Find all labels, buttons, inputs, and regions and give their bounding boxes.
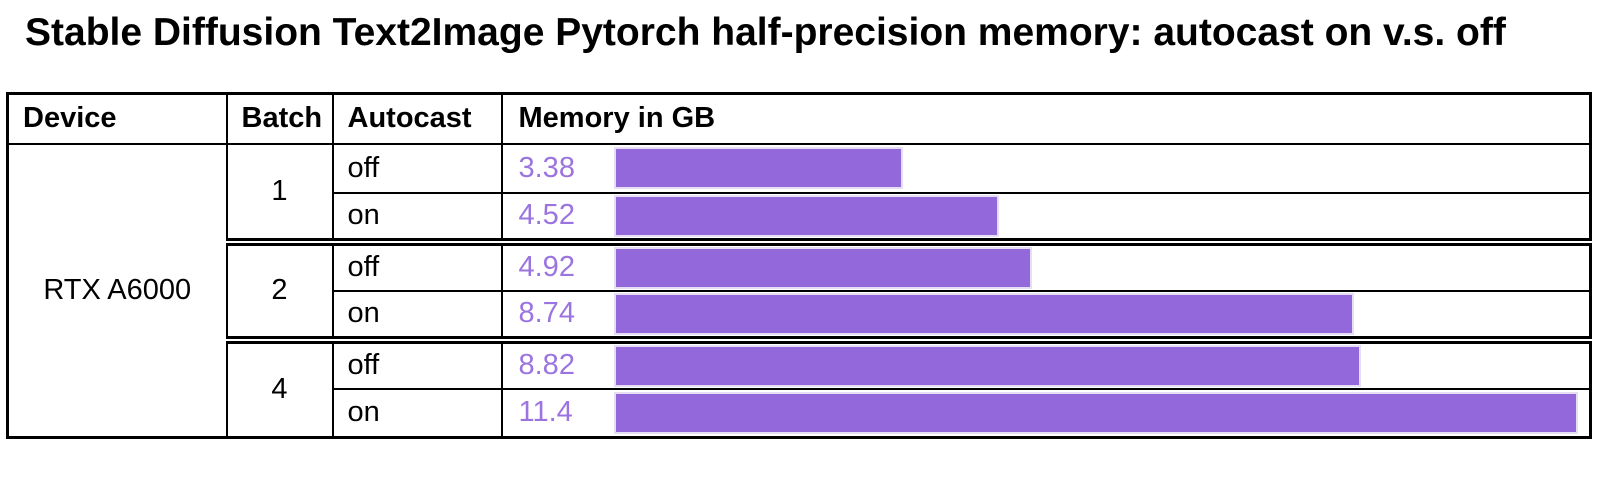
autocast-cell: on (331, 387, 503, 439)
table-row: on 4.52 (8, 191, 1592, 243)
header-memory: Memory in GB (500, 92, 1592, 145)
memory-bar (613, 147, 903, 189)
memory-cell: 3.38 (500, 142, 1592, 194)
memory-value: 11.4 (518, 396, 573, 429)
autocast-cell: off (331, 237, 503, 292)
page-title: Stable Diffusion Text2Image Pytorch half… (25, 11, 1506, 54)
memory-value: 4.52 (518, 199, 575, 231)
memory-bar (613, 347, 1361, 387)
memory-value: 8.82 (518, 349, 575, 381)
memory-cell: 11.4 (500, 387, 1592, 439)
batch-cell: 1 (225, 142, 334, 243)
memory-cell: 8.74 (500, 289, 1592, 341)
autocast-cell: on (331, 191, 503, 243)
batch-cell: 2 (225, 237, 334, 341)
table-row: 2 off 4.92 (8, 237, 1592, 341)
table-row: on 11.4 (8, 387, 1592, 439)
memory-bar (613, 194, 999, 237)
memory-cell: 8.82 (500, 335, 1592, 390)
memory-bar (613, 292, 1354, 335)
device-cell: RTX A6000 (6, 142, 228, 439)
autocast-cell: off (331, 335, 503, 390)
table-row: 4 off 8.82 (8, 335, 1592, 439)
header-device: Device (6, 92, 228, 145)
memory-value: 4.92 (518, 251, 575, 283)
memory-cell: 4.92 (500, 237, 1592, 292)
batch-cell: 4 (225, 335, 334, 439)
memory-bar (613, 249, 1032, 289)
autocast-cell: off (331, 142, 503, 194)
header-batch: Batch (225, 92, 334, 145)
memory-cell: 4.52 (500, 191, 1592, 243)
memory-bar (613, 391, 1578, 434)
table-row: on 8.74 (8, 289, 1592, 341)
header-autocast: Autocast (331, 92, 503, 145)
autocast-cell: on (331, 289, 503, 341)
table-row: RTX A6000 1 off 3.38 (6, 142, 1592, 439)
header-row: Device Batch Autocast Memory in GB (6, 92, 1592, 145)
memory-value: 3.38 (518, 151, 575, 184)
memory-table: Device Batch Autocast Memory in GB RTX A… (6, 92, 1592, 439)
memory-value: 8.74 (518, 297, 575, 329)
